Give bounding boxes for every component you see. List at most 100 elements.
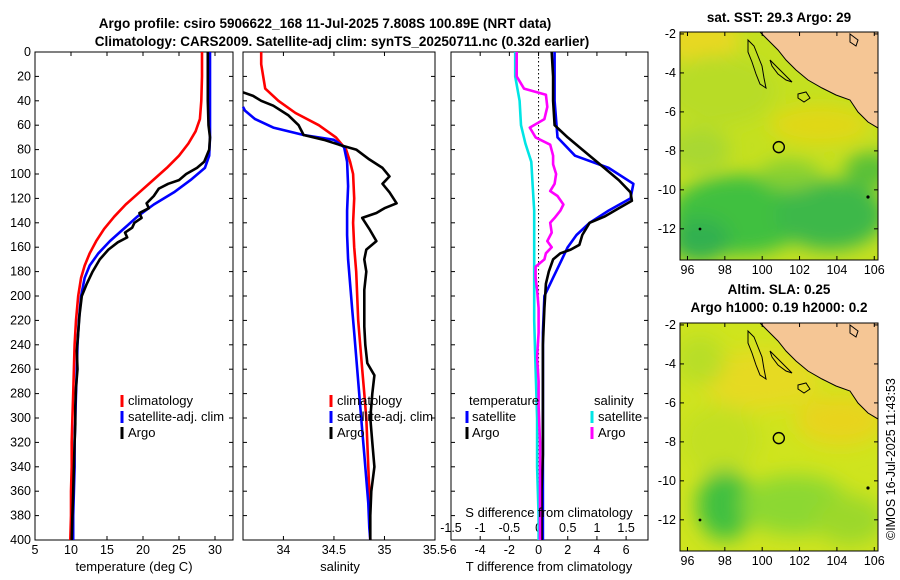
difference-legend: temperature salinity satellite Argo sate… — [465, 393, 642, 440]
salinity-depth-ticks — [243, 51, 435, 541]
salinity-axes-frame — [242, 51, 436, 541]
temperature-difference-xlabel: T difference from climatology — [466, 559, 633, 574]
sst-blobs — [680, 32, 878, 260]
island — [849, 33, 859, 47]
sla-map-subtitle: Argo h1000: 0.19 h2000: 0.2 — [690, 300, 867, 315]
depth-tick-label: 100 — [10, 167, 31, 181]
x-tick-label: 34.5 — [322, 543, 346, 557]
legend-title-temperature: temperature — [469, 393, 539, 408]
x-tick-label: -2 — [504, 543, 515, 557]
top-tick-label: -0.5 — [499, 521, 521, 535]
depth-tick-label: 220 — [10, 313, 31, 327]
legend-label-climatology: climatology — [128, 393, 194, 408]
lon-tick-label: 106 — [864, 263, 885, 277]
x-tick-label: 10 — [64, 543, 78, 557]
lon-tick-label: 104 — [826, 554, 847, 568]
x-tick-label: 25 — [172, 543, 186, 557]
lon-tick-label: 100 — [752, 263, 773, 277]
island-chain — [747, 38, 767, 90]
temperature-xlabel: temperature (deg C) — [75, 559, 192, 574]
difference-panel: -6 -4 -2 0 2 4 6 -1.5 -1 -0.5 0 0.5 1 1.5 S differen… — [440, 51, 649, 574]
legend-label-argo: Argo — [128, 425, 155, 440]
lat-tick-label: -8 — [665, 144, 676, 158]
sla-blobs — [680, 335, 878, 545]
depth-tick-label: 340 — [10, 460, 31, 474]
lon-tick-label: 96 — [681, 554, 695, 568]
sumatra-java-land — [759, 323, 878, 420]
sla-map-field — [680, 323, 878, 551]
depth-tick-label: 80 — [17, 143, 31, 157]
depth-tick-label: 40 — [17, 94, 31, 108]
lon-tick-label: 106 — [864, 554, 885, 568]
island — [866, 486, 870, 490]
x-tick-label: 35 — [378, 543, 392, 557]
island-chain — [769, 59, 793, 83]
lat-tick-label: -6 — [665, 105, 676, 119]
x-tick-label: 15 — [100, 543, 114, 557]
depth-tick-label: 60 — [17, 118, 31, 132]
depth-tick-label: 360 — [10, 484, 31, 498]
lon-tick-label: 104 — [826, 263, 847, 277]
temperature-axes-frame — [34, 51, 234, 541]
sst-map-axes: 96 98 100 102 104 106 -2 -4 -6 -8 -10 -12 — [658, 27, 885, 277]
series-line-satellite-adj-clim — [241, 106, 372, 541]
salinity-profiles — [241, 52, 398, 541]
argo-float-marker — [772, 140, 786, 154]
top-tick-label: 1 — [593, 521, 600, 535]
lat-tick-label: -2 — [665, 27, 676, 41]
series-line-argo — [242, 91, 398, 540]
legend-label-temp-satellite: satellite — [472, 409, 516, 424]
legend-label-satellite: satellite-adj. clim — [337, 409, 433, 424]
top-tick-label: -1 — [475, 521, 486, 535]
argo-float-marker — [772, 431, 786, 445]
lon-tick-label: 98 — [718, 554, 732, 568]
lat-tick-label: -8 — [665, 435, 676, 449]
depth-axis: 0 20 40 60 80 100 120 140 160 180 200 220 240 260 280 3… — [10, 45, 233, 547]
series-line-salinity-satellite — [513, 52, 540, 540]
x-tick-label: 0 — [535, 543, 542, 557]
x-tick-label: 2 — [564, 543, 571, 557]
top-tick-label: 1.5 — [617, 521, 634, 535]
main-title-line2: Climatology: CARS2009. Satellite-adj cli… — [95, 34, 589, 49]
depth-tick-label: 160 — [10, 240, 31, 254]
difference-axes-frame — [450, 51, 649, 541]
x-tick-label: -4 — [475, 543, 486, 557]
island — [797, 91, 811, 103]
sla-map-axes: 96 98 100 102 104 106 -2 -4 -6 -8 -10 -12 — [658, 318, 885, 568]
lon-tick-label: 96 — [681, 263, 695, 277]
main-title-line1: Argo profile: csiro 5906622_168 11-Jul-2… — [99, 16, 551, 31]
difference-profiles — [513, 51, 635, 540]
lon-tick-label: 98 — [718, 263, 732, 277]
island — [698, 518, 702, 522]
x-tick-label: 35.5 — [423, 543, 447, 557]
island — [698, 227, 702, 231]
lat-tick-label: -4 — [665, 66, 676, 80]
legend-label-argo: Argo — [337, 425, 364, 440]
x-tick-label: 5 — [32, 543, 39, 557]
lon-tick-label: 102 — [789, 263, 810, 277]
difference-depth-ticks — [451, 51, 648, 541]
salinity-xlabel: salinity — [320, 559, 360, 574]
lat-tick-label: -10 — [658, 474, 676, 488]
sst-map: sat. SST: 29.3 Argo: 29 9 — [658, 10, 885, 277]
x-tick-label: 6 — [623, 543, 630, 557]
lon-tick-label: 102 — [789, 554, 810, 568]
legend-label-climatology: climatology — [337, 393, 403, 408]
series-line-temperature-argo — [540, 51, 634, 540]
top-tick-label: 0.5 — [559, 521, 576, 535]
x-tick-label: 4 — [593, 543, 600, 557]
depth-tick-label: 140 — [10, 216, 31, 230]
sst-map-title: sat. SST: 29.3 Argo: 29 — [707, 10, 851, 25]
lat-tick-label: -6 — [665, 396, 676, 410]
series-line-climatology — [69, 52, 204, 541]
series-line-argo — [70, 52, 212, 541]
lat-tick-label: -12 — [658, 513, 676, 527]
legend-title-salinity: salinity — [594, 393, 634, 408]
sst-map-frame — [679, 31, 879, 261]
legend-label-temp-argo: Argo — [472, 425, 499, 440]
top-tick-label: -1.5 — [440, 521, 462, 535]
island-chain — [769, 350, 793, 374]
sst-map-field — [680, 32, 878, 260]
depth-tick-label: 380 — [10, 509, 31, 523]
